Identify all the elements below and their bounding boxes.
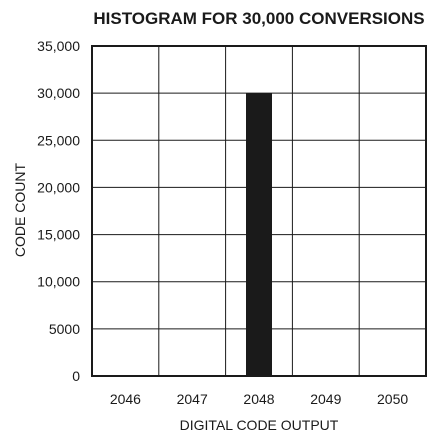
y-tick-label: 30,000 bbox=[37, 85, 80, 101]
y-tick-label: 25,000 bbox=[37, 132, 80, 148]
x-tick-label: 2048 bbox=[243, 391, 274, 407]
y-tick-label: 0 bbox=[72, 368, 80, 384]
bar-2048 bbox=[246, 93, 272, 377]
x-tick-labels: 2046 2047 2048 2049 2050 bbox=[110, 391, 409, 407]
x-tick-label: 2047 bbox=[177, 391, 208, 407]
x-tick-label: 2046 bbox=[110, 391, 141, 407]
bars bbox=[246, 93, 272, 377]
y-tick-label: 5000 bbox=[49, 321, 80, 337]
y-tick-label: 10,000 bbox=[37, 274, 80, 290]
y-tick-label: 35,000 bbox=[37, 38, 80, 54]
x-axis-label: DIGITAL CODE OUTPUT bbox=[180, 417, 339, 433]
x-tick-label: 2050 bbox=[377, 391, 408, 407]
x-tick-label: 2049 bbox=[310, 391, 341, 407]
plot-frame bbox=[91, 45, 427, 377]
y-axis-label: CODE COUNT bbox=[12, 163, 28, 258]
y-tick-label: 20,000 bbox=[37, 179, 80, 195]
chart-title: HISTOGRAM FOR 30,000 CONVERSIONS bbox=[93, 9, 424, 28]
y-tick-label: 15,000 bbox=[37, 227, 80, 243]
y-tick-labels: 0 5000 10,000 15,000 20,000 25,000 30,000 35,00… bbox=[37, 38, 80, 384]
